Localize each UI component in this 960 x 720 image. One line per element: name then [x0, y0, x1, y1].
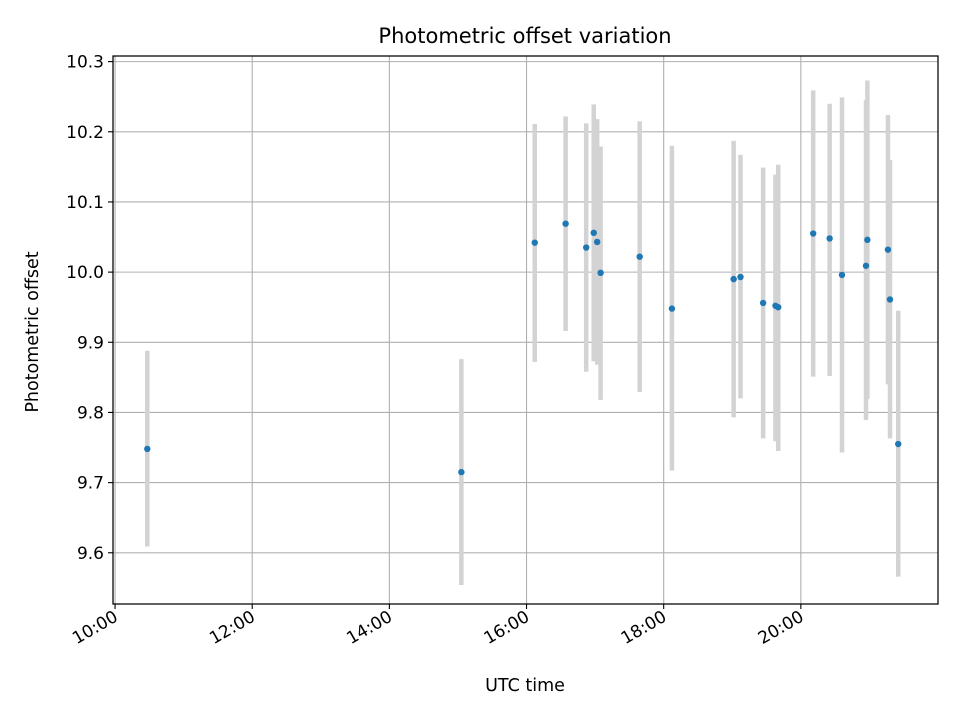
y-axis: 9.6 9.7 9.8 9.9 10.0 10.1 10.2 10.3 [66, 53, 113, 564]
y-tick-label: 10.3 [66, 53, 104, 73]
plot-frame [112, 55, 939, 605]
y-tick-label: 9.9 [77, 333, 104, 353]
data-point [582, 244, 590, 251]
y-tick-label: 9.8 [77, 403, 104, 423]
data-point [144, 445, 151, 453]
data-point [590, 229, 597, 237]
x-axis-label: UTC time [485, 676, 565, 696]
chart-title: Photometric offset variation [378, 24, 671, 48]
data-point [775, 303, 782, 311]
data-point [458, 468, 465, 476]
data-point [886, 296, 894, 303]
data-point [737, 273, 744, 281]
y-tick-label: 10.2 [66, 123, 104, 143]
y-axis-label: Photometric offset [23, 251, 43, 412]
grid [113, 56, 938, 604]
data-point [838, 271, 846, 279]
y-tick-label: 9.6 [77, 544, 104, 564]
y-tick-label: 10.1 [66, 193, 104, 213]
data-points [144, 220, 902, 476]
data-point [668, 305, 676, 312]
data-point [597, 269, 604, 277]
data-point [864, 236, 871, 244]
data-point [884, 246, 892, 253]
data-point [531, 239, 538, 246]
data-point [895, 440, 902, 448]
data-point [593, 238, 601, 246]
data-point [862, 262, 870, 269]
data-point [826, 235, 833, 242]
data-point [809, 230, 817, 237]
data-point [636, 253, 643, 260]
data-point [562, 220, 569, 227]
y-tick-label: 10.0 [66, 263, 104, 283]
data-point [730, 275, 737, 283]
y-tick-label: 9.7 [77, 474, 104, 494]
data-point [759, 299, 767, 307]
